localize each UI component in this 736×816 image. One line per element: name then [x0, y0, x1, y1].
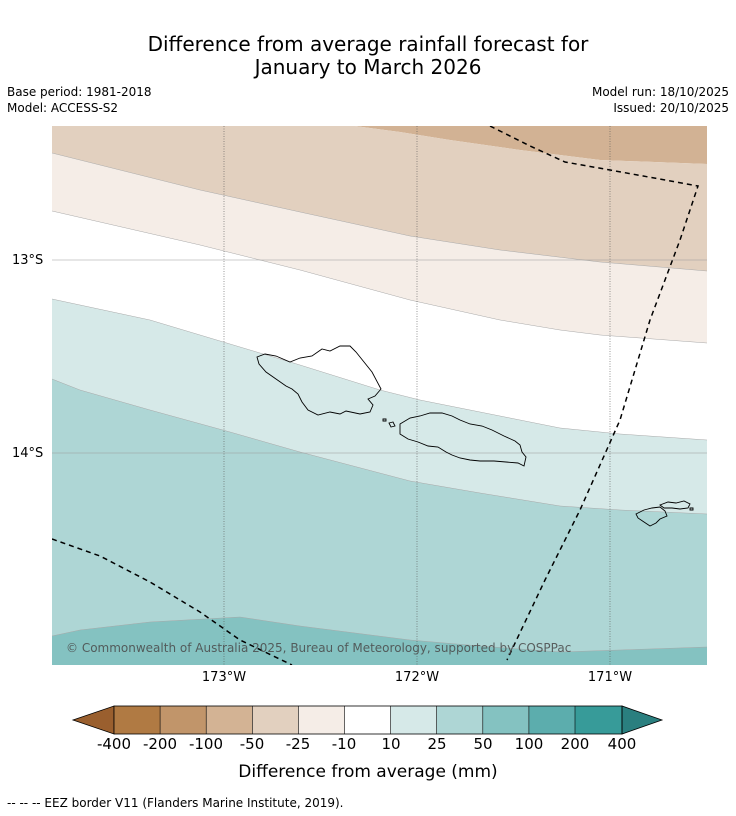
american-samoa-tutuila-island [635, 506, 668, 527]
american-samoa-manua-islands [659, 500, 694, 511]
lon-label-172w: 172°W [394, 670, 440, 685]
colorbar-label: 200 [560, 735, 590, 753]
colorbar-label: 100 [514, 735, 544, 753]
samoa-upolu-island [399, 412, 527, 467]
colorbar-label: 10 [381, 735, 401, 753]
band-dry-moderate [52, 126, 707, 271]
band-wet-strong [52, 617, 707, 665]
band-edges [52, 152, 707, 653]
eez-footnote: -- -- -- EEZ border V11 (Flanders Marine… [7, 796, 344, 810]
copyright-notice: © Commonwealth of Australia 2025, Bureau… [66, 641, 572, 655]
map-title-line2: January to March 2026 [254, 55, 482, 79]
samoa-manono-island [388, 421, 396, 428]
map-title-line1: Difference from average rainfall forecas… [147, 32, 589, 56]
colorbar-label: 25 [427, 735, 447, 753]
band-wet-moderate [52, 379, 707, 665]
colorbar-label: -100 [188, 735, 224, 753]
band-dry-strong [355, 126, 707, 164]
lon-label-171w: 171°W [587, 670, 633, 685]
graticule [52, 126, 707, 665]
colorbar-label: -400 [96, 735, 132, 753]
colorbar-label: 400 [607, 735, 637, 753]
model-name: Model: ACCESS-S2 [7, 101, 119, 115]
lon-label-173w: 173°W [201, 670, 247, 685]
eez-border [52, 126, 699, 665]
samoa-apolima-island [382, 418, 387, 422]
model-run: Model run: 18/10/2025 [591, 85, 729, 99]
colorbar-label: 50 [473, 735, 493, 753]
issued-date: Issued: 20/10/2025 [613, 101, 729, 115]
colorbar-max-extend [621, 705, 664, 735]
colorbar-label: -200 [142, 735, 178, 753]
colorbar-label: -50 [239, 735, 265, 753]
colorbar-title: Difference from average (mm) [238, 762, 498, 782]
band-dry-light [52, 153, 707, 343]
colorbar-label: -25 [285, 735, 311, 753]
base-period: Base period: 1981-2018 [7, 85, 152, 99]
lat-label-13s: 13°S [12, 253, 44, 268]
map-area [52, 126, 707, 665]
colorbar [71, 705, 664, 735]
colorbar-label: -10 [331, 735, 357, 753]
samoa-savaii-island [256, 345, 382, 416]
lat-label-14s: 14°S [12, 446, 44, 461]
colorbar-min-extend [71, 705, 115, 735]
